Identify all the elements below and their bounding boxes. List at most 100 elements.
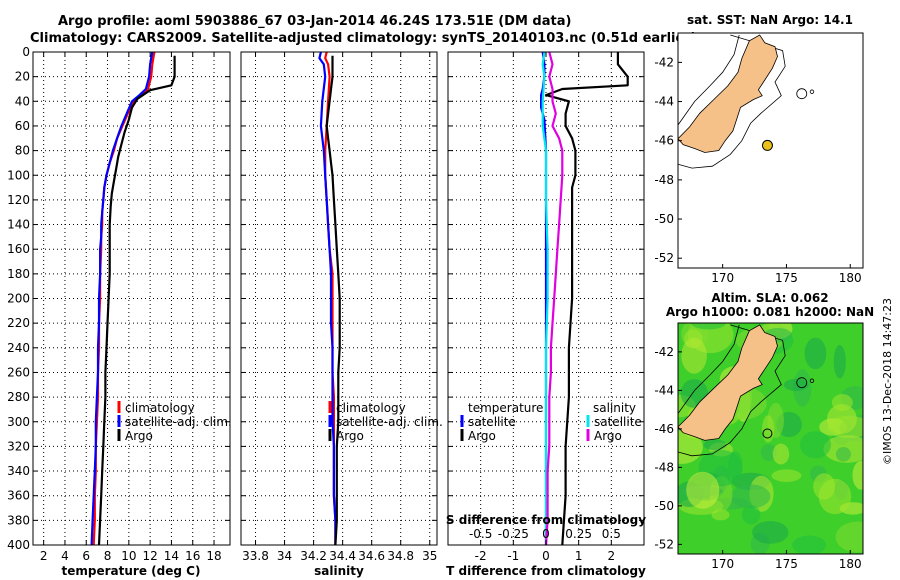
- sla-patch: [686, 471, 720, 509]
- map-x-tick-label: 175: [775, 557, 798, 571]
- map-frame: [677, 32, 864, 269]
- legend-title-temperature: temperature: [468, 401, 543, 415]
- map-y-tick-label: -42: [654, 345, 674, 359]
- x-tick-label: 10: [121, 549, 136, 563]
- difference-xlabel: T difference from climatology: [446, 564, 646, 578]
- sla-patch: [752, 520, 789, 544]
- sla-map-title: Altim. SLA: 0.062: [711, 291, 828, 305]
- sla-patch: [728, 451, 743, 480]
- map-content: [678, 323, 863, 554]
- map-content: [678, 33, 863, 268]
- x-tick-label: 2: [40, 549, 48, 563]
- x-tick-label: 12: [142, 549, 157, 563]
- x-tick-label: 14: [164, 549, 179, 563]
- map-y-tick-label: -48: [654, 460, 674, 474]
- x-tick-label: 0: [542, 549, 550, 563]
- depth-contour: [678, 324, 740, 414]
- sla-patch: [827, 415, 863, 439]
- map-x-tick-label: 170: [711, 271, 734, 285]
- legend-title-salinity: salinity: [593, 401, 636, 415]
- island-contour: [796, 377, 808, 389]
- y-tick-label: 40: [15, 94, 30, 108]
- sla-patch: [681, 337, 707, 374]
- map-x-tick-label: 170: [711, 557, 734, 571]
- argo-float-marker: [762, 428, 773, 439]
- sla-patch: [741, 504, 761, 525]
- sst-map: 170 175 180 -42 -44 -46 -48 -50 -52: [654, 32, 864, 285]
- map-y-tick-label: -46: [654, 134, 674, 148]
- difference-xlabel-top: S difference from climatology: [446, 513, 646, 527]
- x-tick-label: -1: [507, 549, 519, 563]
- x-tick-label: 2: [608, 549, 616, 563]
- x-tick-label: 34.6: [358, 549, 385, 563]
- map-y-tick-label: -44: [654, 383, 674, 397]
- imos-credit: ©IMOS 13-Dec-2018 14:47:23: [881, 298, 894, 465]
- temperature-legend: climatology satellite-adj. clim. Argo: [117, 401, 232, 443]
- x-tick-label: 35: [422, 549, 437, 563]
- y-tick-label: 80: [15, 144, 30, 158]
- series-line-temperature-argo: [544, 52, 629, 546]
- map-y-tick-label: -46: [654, 422, 674, 436]
- depth-contour: [678, 324, 786, 457]
- legend-label-satellite: satellite-adj. clim.: [336, 415, 443, 429]
- map-x-tick-label: 180: [839, 271, 862, 285]
- salinity-legend: climatology satellite-adj. clim. Argo: [328, 401, 443, 443]
- series-line-satellite-adj-clim-: [90, 51, 154, 546]
- sla-patch: [783, 378, 809, 391]
- sst-map-title: sat. SST: NaN Argo: 14.1: [687, 13, 853, 27]
- sla-patch: [804, 337, 827, 370]
- legend-label-temperature-satellite: satellite: [468, 415, 516, 429]
- legend-label-climatology: climatology: [125, 401, 195, 415]
- y-tick-label: 380: [7, 513, 30, 527]
- y-tick-label: 200: [7, 292, 30, 306]
- difference-legend: temperature satellite Argo salinity sate…: [460, 401, 642, 443]
- sla-map: 170 175 180 -42 -44 -46 -48 -50 -52: [654, 322, 864, 571]
- x-tick-label: 34: [277, 549, 292, 563]
- island-contour: [809, 378, 815, 383]
- sla-patch: [833, 344, 846, 379]
- depth-contour: [678, 34, 740, 126]
- argo-float-marker: [761, 139, 773, 151]
- island-contour: [809, 89, 815, 94]
- sla-patch: [771, 469, 802, 482]
- y-tick-label: 180: [7, 267, 30, 281]
- series-line-salinity-satellite: [541, 51, 549, 545]
- map-y-tick-label: -42: [654, 55, 674, 69]
- y-tick-label: 0: [22, 45, 30, 59]
- legend-label-argo: Argo: [125, 429, 153, 443]
- temperature-xlabel: temperature (deg C): [62, 564, 201, 578]
- salinity-panel: 33.8 34 34.2 34.4 34.6 34.8 35: [240, 51, 438, 563]
- sla-patch: [691, 323, 726, 330]
- sla-patch: [818, 478, 852, 515]
- x-tick-label: 8: [104, 549, 112, 563]
- header-line1: Argo profile: aoml 5903886_67 03-Jan-201…: [58, 14, 571, 29]
- plot-frame: [32, 51, 231, 546]
- x-tick-label: 34.2: [300, 549, 327, 563]
- x-tick-label: 4: [61, 549, 69, 563]
- sla-patch: [730, 484, 771, 509]
- temperature-panel: 2 4 6 8 10 12 14 16 1802040608010012014016018020…: [7, 45, 231, 563]
- map-x-tick-label: 175: [775, 271, 798, 285]
- sla-patch: [831, 394, 853, 411]
- x-tick-label: 33.8: [242, 549, 269, 563]
- map-y-tick-label: -52: [654, 251, 674, 265]
- header-line2: Climatology: CARS2009. Satellite-adjuste…: [30, 31, 697, 46]
- x-top-tick-label: 0: [542, 527, 550, 541]
- x-top-tick-label: 0.25: [565, 527, 592, 541]
- legend-label-climatology: climatology: [336, 401, 406, 415]
- series-line-argo: [325, 55, 341, 546]
- x-tick-label: 34.8: [387, 549, 414, 563]
- x-tick-label: 34.4: [329, 549, 356, 563]
- y-tick-label: 260: [7, 365, 30, 379]
- y-tick-label: 240: [7, 341, 30, 355]
- legend-label-salinity-argo: Argo: [594, 429, 622, 443]
- y-tick-label: 220: [7, 316, 30, 330]
- depth-contour: [678, 34, 786, 169]
- x-tick-label: -2: [475, 549, 487, 563]
- x-tick-label: 16: [185, 549, 200, 563]
- map-y-tick-label: -50: [654, 499, 674, 513]
- x-tick-label: 1: [575, 549, 583, 563]
- legend-label-salinity-satellite: satellite: [594, 415, 642, 429]
- salinity-xlabel: salinity: [314, 564, 364, 578]
